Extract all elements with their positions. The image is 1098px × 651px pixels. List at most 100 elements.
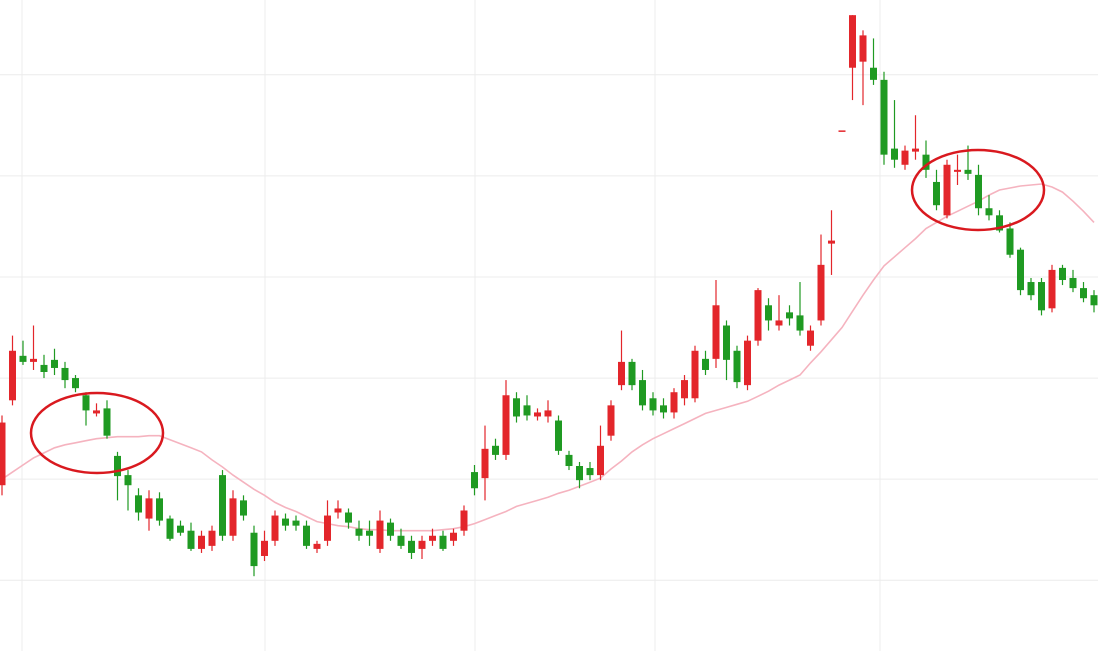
candle-body: [408, 540, 415, 553]
candle-body: [859, 35, 867, 62]
candle-body: [156, 498, 163, 521]
candle-body: [19, 355, 27, 362]
plot-area: [0, 15, 1098, 581]
candle-body: [355, 528, 363, 536]
candle-body: [817, 264, 825, 321]
candle-body: [1059, 267, 1066, 281]
candle-body: [775, 320, 783, 326]
candle-body: [1017, 249, 1024, 291]
candle-body: [544, 410, 552, 417]
candle-body: [51, 359, 58, 368]
candle-body: [891, 148, 898, 160]
candle-body: [1090, 295, 1098, 306]
candle-body: [460, 510, 468, 531]
candle-body: [303, 525, 310, 546]
candle-body: [922, 154, 930, 170]
candle-body: [744, 340, 751, 386]
candle-body: [912, 148, 919, 152]
vertical-grid: [21, 0, 881, 651]
highlights: [29, 148, 1046, 475]
candle-body: [61, 367, 69, 381]
candle-body: [345, 512, 352, 523]
candle-body: [135, 495, 142, 513]
candle-body: [985, 208, 993, 216]
candle-body: [975, 174, 982, 209]
candle-body: [198, 535, 205, 549]
candle-body: [1027, 282, 1035, 296]
candle-body: [166, 518, 174, 539]
candle-body: [943, 164, 951, 216]
candle-body: [9, 350, 16, 401]
candle-body: [0, 422, 6, 486]
candle-body: [649, 398, 657, 411]
candle-body: [996, 215, 1003, 231]
candle-body: [124, 475, 132, 486]
candle-body: [807, 330, 814, 346]
candle-body: [261, 540, 268, 556]
highlight-circle: [29, 391, 165, 475]
candle-body: [565, 454, 573, 467]
candle-body: [639, 380, 646, 406]
candle-body: [145, 498, 153, 519]
candle-body: [754, 290, 762, 341]
candle-body: [114, 455, 121, 477]
candle-body: [229, 498, 237, 536]
candle-body: [733, 350, 741, 383]
candle-body: [40, 364, 48, 372]
candle-body: [870, 67, 877, 80]
candle-body: [681, 380, 688, 399]
candle-body: [670, 392, 678, 413]
highlight-circle: [910, 148, 1046, 232]
candle-body: [324, 515, 331, 541]
candle-body: [849, 15, 856, 68]
candle-body: [828, 240, 835, 244]
candle-body: [765, 305, 772, 321]
candle-body: [576, 466, 583, 481]
candle-body: [103, 408, 111, 436]
candle-body: [292, 520, 300, 526]
candle-body: [82, 395, 90, 411]
candle-body: [450, 532, 457, 541]
candle-body: [796, 315, 804, 331]
candle-body: [471, 472, 478, 489]
candle-body: [30, 358, 37, 362]
candle-body: [502, 395, 510, 455]
candle-body: [555, 420, 562, 451]
candle-body: [219, 475, 226, 536]
candle-body: [880, 79, 888, 155]
candle-body: [712, 305, 720, 359]
candle-body: [1048, 269, 1056, 309]
candle-body: [586, 468, 594, 476]
candle-body: [418, 540, 426, 549]
candle-body: [93, 410, 100, 414]
candle-body: [429, 535, 436, 541]
candle-body: [492, 445, 499, 455]
candle-body: [387, 522, 394, 536]
candle-body: [397, 535, 405, 546]
candle-body: [271, 515, 279, 541]
candle-body: [376, 520, 384, 549]
candle-body: [660, 405, 667, 413]
candle-body: [607, 405, 615, 436]
candle-body: [208, 530, 216, 546]
candle-body: [901, 150, 909, 165]
candle-body: [177, 525, 184, 533]
candle-body: [534, 412, 541, 417]
candle-body: [513, 398, 520, 417]
candle-body: [1069, 277, 1077, 289]
moving-average-line: [1, 183, 1095, 532]
candle-body: [481, 448, 489, 479]
candle-body: [954, 169, 961, 172]
candle-body: [838, 130, 846, 132]
candle-body: [691, 350, 699, 399]
candle-body: [1038, 282, 1045, 311]
candle-body: [723, 325, 730, 360]
candle-body: [334, 508, 342, 513]
candle-body: [439, 535, 447, 549]
candle-body: [240, 500, 247, 516]
candle-body: [187, 530, 195, 549]
candle-body: [597, 445, 604, 476]
candle-body: [72, 378, 79, 389]
candle-body: [313, 543, 321, 549]
